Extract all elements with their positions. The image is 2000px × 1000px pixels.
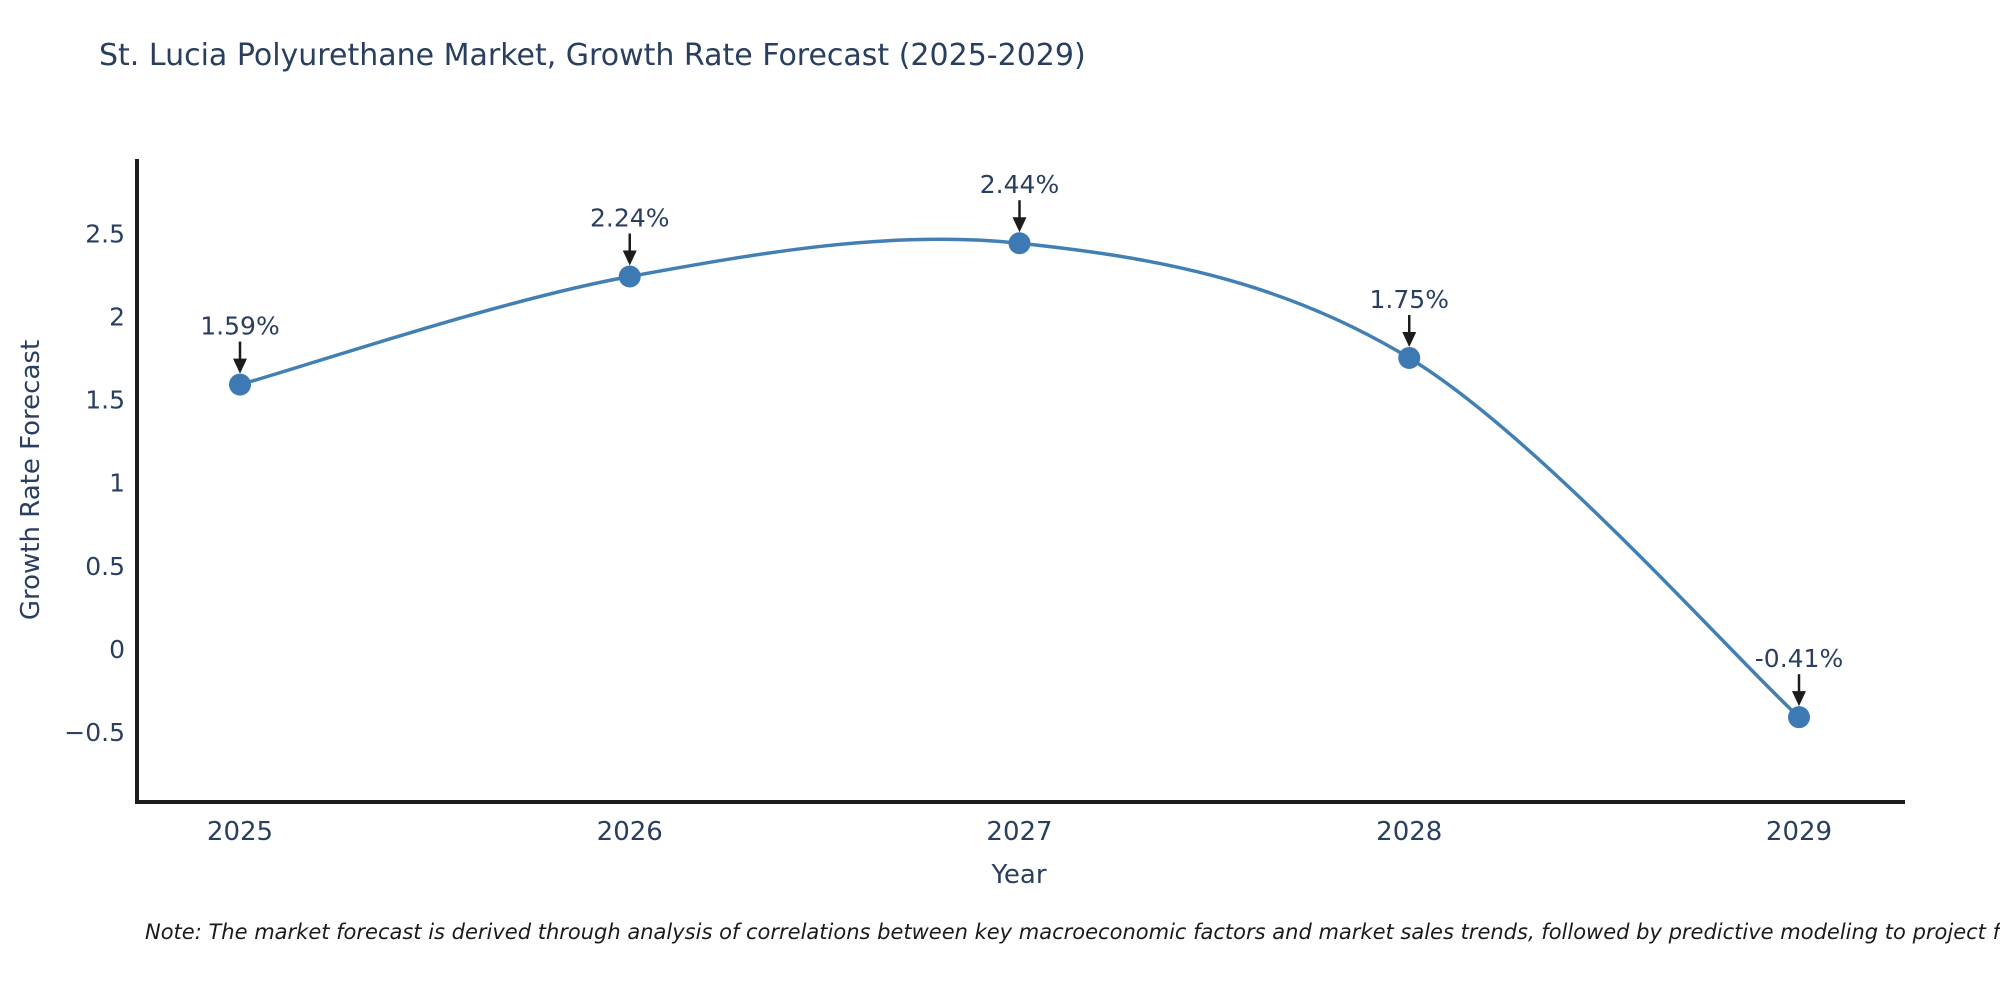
y-tick-label: 1.5 — [85, 386, 125, 415]
x-tick-label: 2028 — [1376, 817, 1442, 847]
forecast-line-series — [238, 237, 1801, 719]
footnote: Note: The market forecast is derived thr… — [145, 920, 2000, 944]
y-tick-label: 2 — [109, 302, 125, 331]
x-tick-label: 2026 — [597, 817, 663, 847]
data-point-marker — [1008, 232, 1031, 255]
x-tick-label: 2025 — [207, 817, 273, 847]
data-point-label: -0.41% — [1755, 644, 1843, 673]
annotation-arrowhead — [622, 250, 637, 266]
data-point-label: 2.24% — [590, 203, 669, 232]
data-point-label: 2.44% — [980, 170, 1059, 199]
y-tick-label: 2.5 — [85, 219, 125, 248]
y-tick-label: 0 — [109, 635, 125, 664]
data-point-marker — [618, 265, 641, 288]
annotation-arrowhead — [1012, 217, 1027, 233]
annotation-arrowhead — [1402, 331, 1417, 347]
data-point-marker — [1788, 706, 1810, 729]
annotation-arrowhead — [233, 358, 247, 374]
data-point-marker — [1398, 346, 1421, 369]
data-point-marker — [229, 373, 251, 396]
data-point-label: 1.75% — [1370, 285, 1449, 314]
x-tick-label: 2029 — [1766, 817, 1832, 847]
chart-title: St. Lucia Polyurethane Market, Growth Ra… — [99, 38, 1086, 73]
x-tick-label: 2027 — [986, 817, 1052, 847]
data-point-label: 1.59% — [200, 312, 279, 341]
y-tick-label: 0.5 — [85, 552, 125, 581]
y-tick-label: 1 — [109, 469, 125, 498]
y-tick-label: −0.5 — [64, 718, 125, 747]
annotation-arrowhead — [1792, 691, 1806, 707]
x-axis-title: Year — [991, 860, 1047, 890]
